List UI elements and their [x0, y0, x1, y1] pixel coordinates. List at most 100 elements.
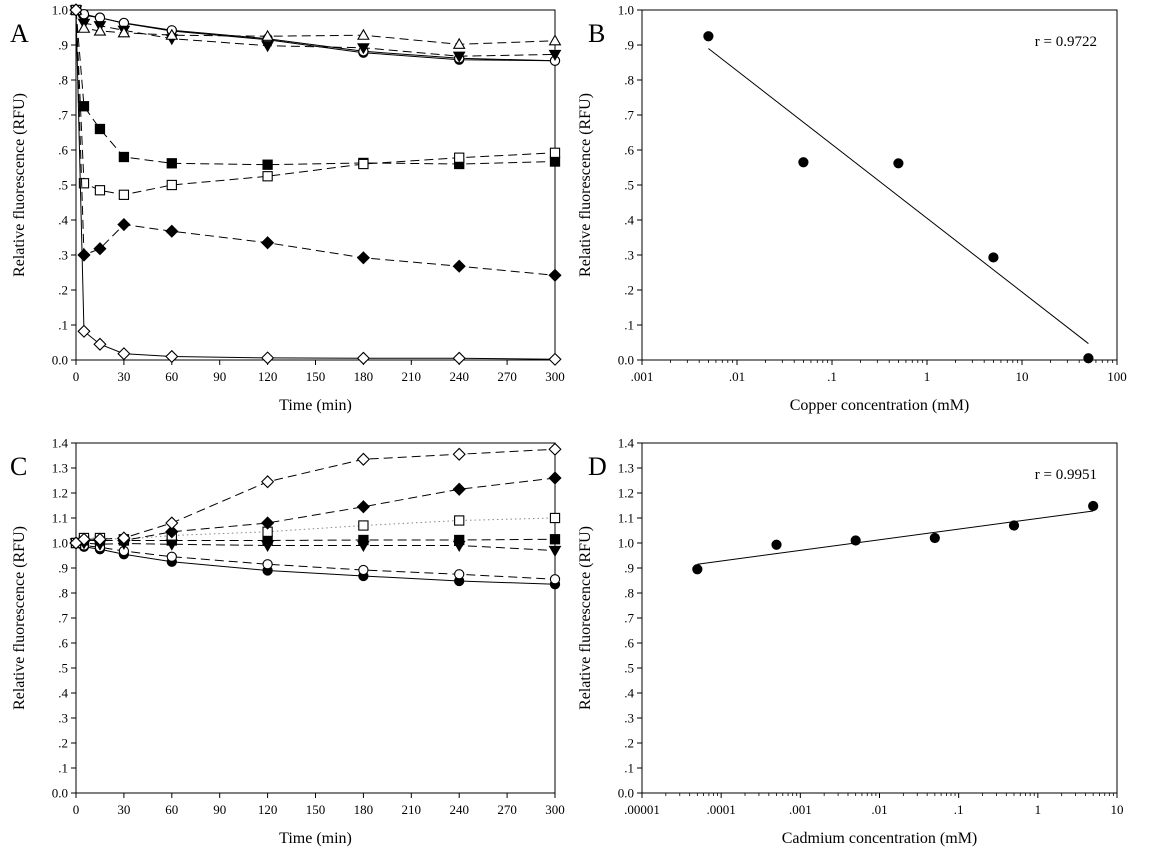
y-tick-label: .4: [624, 213, 634, 228]
data-point: [549, 512, 561, 524]
x-tick-label: .01: [871, 802, 887, 817]
data-point: [548, 49, 562, 61]
data-point: [452, 482, 466, 496]
series-4: [70, 512, 561, 549]
y-tick-label: .6: [624, 143, 634, 158]
x-tick-label: .001: [631, 369, 654, 384]
data-point: [771, 539, 782, 550]
data-point: [452, 447, 466, 461]
x-tick-label: 210: [402, 369, 422, 384]
data-point: [356, 251, 370, 265]
y-tick-label: .6: [58, 636, 68, 651]
data-point: [454, 569, 465, 580]
data-point: [166, 551, 177, 562]
series-line: [75, 9, 556, 62]
x-tick-label: 10: [1016, 369, 1029, 384]
y-tick-label: .1: [624, 318, 634, 333]
data-point: [262, 535, 273, 546]
x-tick-label: 270: [497, 802, 517, 817]
data-point: [454, 534, 465, 546]
y-tick-label: 1.0: [618, 536, 634, 551]
y-tick-label: .7: [58, 611, 68, 626]
data-point: [452, 37, 466, 49]
data-point: [356, 452, 370, 466]
y-tick-label: 0.0: [618, 786, 634, 801]
y-tick-label: .5: [58, 178, 68, 193]
x-tick-label: 60: [165, 802, 178, 817]
x-tick-label: 0: [73, 802, 80, 817]
plot-frame: [75, 9, 556, 361]
data-point: [165, 224, 179, 238]
data-point: [988, 252, 999, 263]
panel-letter: D: [588, 452, 607, 481]
data-point: [549, 574, 561, 585]
data-point: [703, 31, 714, 42]
data-point: [454, 515, 465, 526]
data-point: [850, 535, 861, 546]
series-6: [69, 442, 562, 550]
data-point: [549, 156, 561, 167]
y-tick-label: .4: [624, 686, 634, 701]
y-tick-label: .2: [624, 736, 634, 751]
data-point: [1088, 500, 1099, 512]
y-tick-label: 1.3: [52, 461, 68, 476]
y-tick-label: .2: [58, 736, 68, 751]
plot-frame: [641, 442, 1118, 794]
y-tick-label: .4: [58, 686, 68, 701]
y-tick-label: 1.0: [52, 536, 68, 551]
data-point: [165, 525, 179, 539]
plot-frame: [75, 442, 556, 794]
data-point: [548, 268, 562, 282]
data-point: [548, 471, 562, 485]
fit-line: [708, 48, 1089, 344]
data-point: [358, 534, 369, 546]
x-axis-title: Cadmium concentration (mM): [782, 830, 978, 847]
x-tick-label: 100: [1107, 369, 1127, 384]
series-line: [75, 9, 556, 360]
x-tick-label: 270: [497, 369, 517, 384]
y-tick-label: .9: [58, 561, 68, 576]
y-tick-label: .6: [58, 143, 68, 158]
data-point: [548, 352, 562, 366]
x-tick-label: .001: [789, 802, 812, 817]
y-tick-label: .6: [624, 636, 634, 651]
data-point: [549, 534, 561, 545]
y-tick-label: .8: [624, 586, 634, 601]
data-point: [548, 442, 562, 456]
series-2: [69, 5, 562, 63]
x-tick-label: 30: [117, 802, 130, 817]
plot-frame: [641, 9, 1118, 361]
correlation-label: r = 0.9951: [1035, 467, 1097, 483]
y-tick-label: .7: [58, 108, 68, 123]
series-1: [70, 4, 561, 66]
data-point: [93, 532, 107, 546]
series-line: [75, 477, 556, 544]
panel-letter: B: [588, 19, 605, 48]
fit-line: [697, 510, 1094, 565]
y-tick-label: .4: [58, 213, 68, 228]
data-point: [261, 516, 275, 530]
y-tick-label: .9: [624, 561, 634, 576]
series-line: [75, 9, 556, 166]
series-line: [76, 542, 556, 551]
y-tick-label: 1.4: [52, 436, 69, 451]
data-point: [262, 159, 273, 170]
data-point: [78, 178, 90, 189]
x-tick-label: 1: [924, 369, 931, 384]
x-tick-label: 210: [402, 802, 422, 817]
x-tick-label: 180: [354, 802, 374, 817]
data-point: [166, 179, 177, 191]
data-point: [262, 171, 273, 182]
data-point: [117, 347, 131, 361]
series-0: [70, 4, 561, 66]
data-point: [692, 564, 703, 575]
y-tick-label: 1.0: [52, 3, 68, 18]
y-tick-label: 1.4: [618, 436, 635, 451]
series-line: [75, 9, 556, 196]
x-tick-label: 0: [73, 369, 80, 384]
data-point: [893, 158, 904, 169]
y-axis-title: Relative fluorescence (RFU): [11, 93, 28, 277]
y-tick-label: .2: [624, 283, 634, 298]
data-point: [166, 158, 177, 169]
y-tick-label: 1.0: [618, 3, 634, 18]
